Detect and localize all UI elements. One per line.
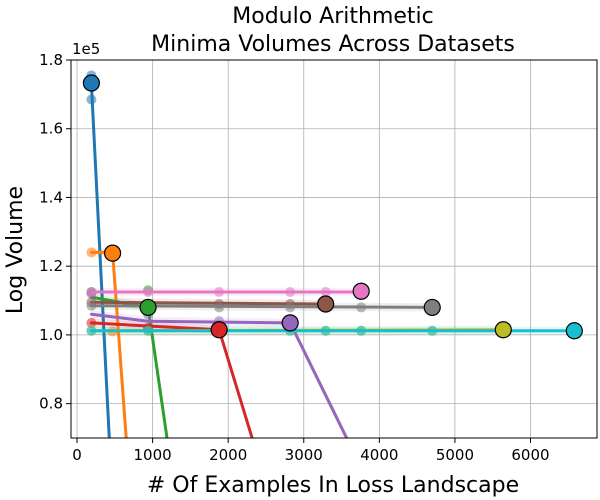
minimum-marker-cyan [565, 322, 583, 340]
plot-frame [70, 59, 598, 439]
series-line-brown [89, 300, 328, 306]
x-tick-label: 2000 [209, 446, 247, 464]
tick-layer: 0 1000 2000 3000 4000 5000 6000 0.8 1.0 1.2 1.4 1.6… [39, 51, 549, 464]
x-tick-label: 6000 [511, 446, 549, 464]
y-tick-label: 1.8 [39, 51, 63, 69]
series-layer [82, 70, 583, 438]
chart-title: Modulo Arithmetic [232, 4, 434, 29]
minimum-marker-green [139, 298, 157, 317]
minimum-marker-blue [82, 74, 101, 92]
y-tick-label: 1.6 [39, 120, 63, 138]
minimum-marker-gray [423, 298, 441, 317]
minimum-marker-pink [352, 282, 370, 300]
series-band-red [91, 318, 254, 438]
x-axis-label: # Of Examples In Loss Landscape [147, 473, 519, 498]
y-axis-label: Log Volume [3, 186, 28, 314]
band-layer [91, 79, 575, 438]
chart-subtitle: Minima Volumes Across Datasets [151, 32, 515, 57]
minimum-marker-brown [317, 295, 335, 313]
grid-layer [71, 59, 597, 438]
minimum-marker-orange [103, 244, 122, 262]
y-offset-label: 1e5 [72, 40, 100, 58]
minimum-marker-red [210, 321, 228, 339]
series-line-blue [89, 82, 111, 438]
x-tick-label: 5000 [436, 446, 474, 464]
minimum-marker-olive [494, 321, 512, 339]
y-tick-label: 1.0 [39, 326, 63, 344]
y-tick-label: 0.8 [39, 395, 63, 413]
x-tick-label: 0 [72, 446, 82, 464]
x-tick-label: 4000 [360, 446, 398, 464]
minimum-marker-purple [281, 314, 299, 332]
x-tick-label: 1000 [134, 446, 172, 464]
y-tick-label: 1.4 [39, 188, 63, 206]
x-tick-label: 3000 [285, 446, 323, 464]
y-tick-label: 1.2 [39, 257, 63, 275]
